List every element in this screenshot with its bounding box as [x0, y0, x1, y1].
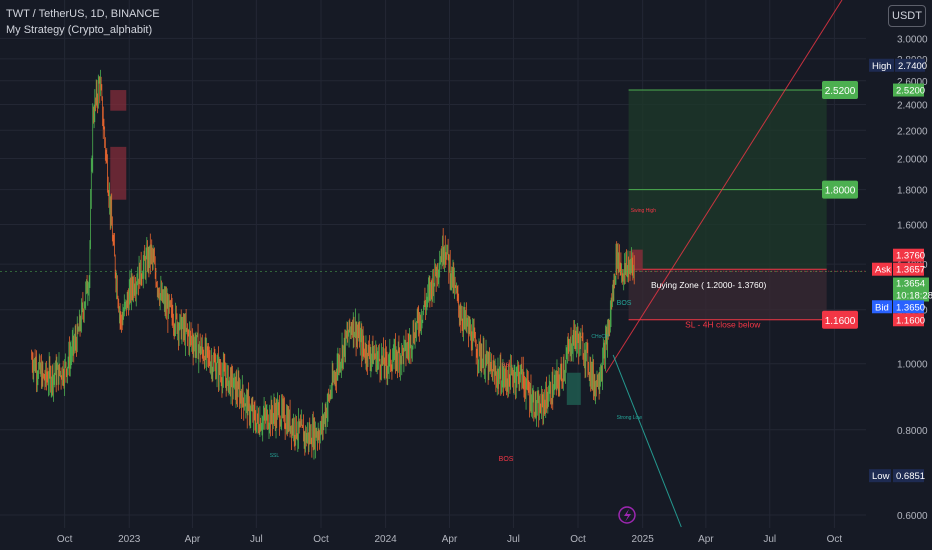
bid-label: Bid [875, 302, 889, 313]
swing-high-label: Swing High [631, 208, 657, 214]
sl-label: SL - 4H close below [685, 320, 761, 330]
y-tick-label: 3.0000 [897, 34, 928, 45]
x-tick-label: Oct [827, 534, 843, 545]
low-value: 0.6851 [896, 471, 925, 482]
symbol-title: TWT / TetherUS, 1D, BINANCE [6, 8, 160, 20]
bar-countdown: 10:18:28 [896, 290, 932, 301]
candles [31, 69, 635, 460]
x-tick-label: Apr [698, 534, 714, 545]
tp2-axis-value: 2.5200 [896, 86, 925, 97]
x-tick-label: 2025 [632, 534, 655, 545]
x-tick-label: Apr [185, 534, 201, 545]
order-block [110, 146, 127, 200]
stop-axis-value-box [893, 313, 924, 327]
x-tick-label: Oct [57, 534, 73, 545]
x-tick-label: Jul [763, 534, 776, 545]
y-tick-label: 0.6000 [897, 511, 928, 522]
x-tick-label: 2023 [118, 534, 141, 545]
x-tick-label: Oct [313, 534, 329, 545]
tp2-badge: 2.5200 [825, 86, 856, 97]
profit-zone [628, 90, 827, 270]
y-tick-label: 2.6000 [897, 77, 928, 88]
low-value-box [893, 469, 924, 483]
trend-line-up [605, 0, 843, 373]
ssl-label: SSL [270, 453, 280, 459]
y-tick-label: 1.8000 [897, 186, 928, 197]
y-tick-label: 0.8000 [897, 426, 928, 437]
tp1-badge-box [822, 180, 858, 199]
high-label-box [869, 58, 894, 72]
buying-zone-label: Buying Zone ( 1.2000- 1.3760) [651, 280, 766, 290]
x-tick-label: Apr [442, 534, 458, 545]
y-tick-label: 2.4000 [897, 100, 928, 111]
bos-label-2: BOS [617, 300, 632, 307]
y-tick-label: 1.6000 [897, 221, 928, 232]
lightning-icon-bolt [624, 509, 631, 522]
lightning-icon [618, 506, 636, 524]
bos-label: BOS [499, 456, 514, 463]
low-label: Low [872, 471, 890, 482]
ask-value-box [893, 262, 924, 276]
stop-badge: 1.1600 [825, 316, 856, 327]
bid-value-box [893, 300, 924, 314]
y-tick-label: 2.0000 [897, 154, 928, 165]
x-tick-label: Jul [507, 534, 520, 545]
last-price-value: 1.3654 [896, 278, 925, 289]
bsl-label: BSL [502, 363, 512, 369]
y-tick-label: 1.0000 [897, 360, 928, 371]
trend-line-down [612, 354, 682, 528]
order-block [110, 90, 127, 111]
bid-value: 1.3650 [896, 302, 925, 313]
tp1-badge: 1.8000 [825, 186, 856, 197]
zone-top-value-box [893, 248, 924, 262]
high-value-box [895, 58, 925, 72]
last-price-box [893, 277, 929, 302]
x-tick-label: 2024 [374, 534, 397, 545]
y-tick-label: 2.2000 [897, 126, 928, 137]
ask-label-box [872, 262, 892, 276]
high-value: 2.7400 [898, 61, 927, 72]
ask-value: 1.3657 [896, 265, 925, 276]
bid-label-box [872, 300, 892, 314]
low-label-box [869, 469, 891, 483]
x-tick-label: Oct [570, 534, 586, 545]
currency-button[interactable]: USDT [888, 5, 926, 27]
tp2-badge-box [822, 81, 858, 100]
choch-label: CHoCH [591, 334, 609, 340]
stop-axis-value: 1.1600 [896, 315, 925, 326]
x-tick-label: Jul [250, 534, 263, 545]
tp2-axis-value-box [893, 83, 924, 97]
strategy-title: My Strategy (Crypto_alphabit) [6, 24, 153, 36]
buying-zone [628, 269, 827, 320]
high-label: High [872, 61, 892, 72]
order-block [566, 372, 581, 405]
strong-low-label: Strong Low [617, 415, 643, 421]
ask-label: Ask [875, 265, 891, 276]
zone-top-value: 1.3760 [896, 251, 925, 262]
stop-badge-box [822, 310, 858, 329]
